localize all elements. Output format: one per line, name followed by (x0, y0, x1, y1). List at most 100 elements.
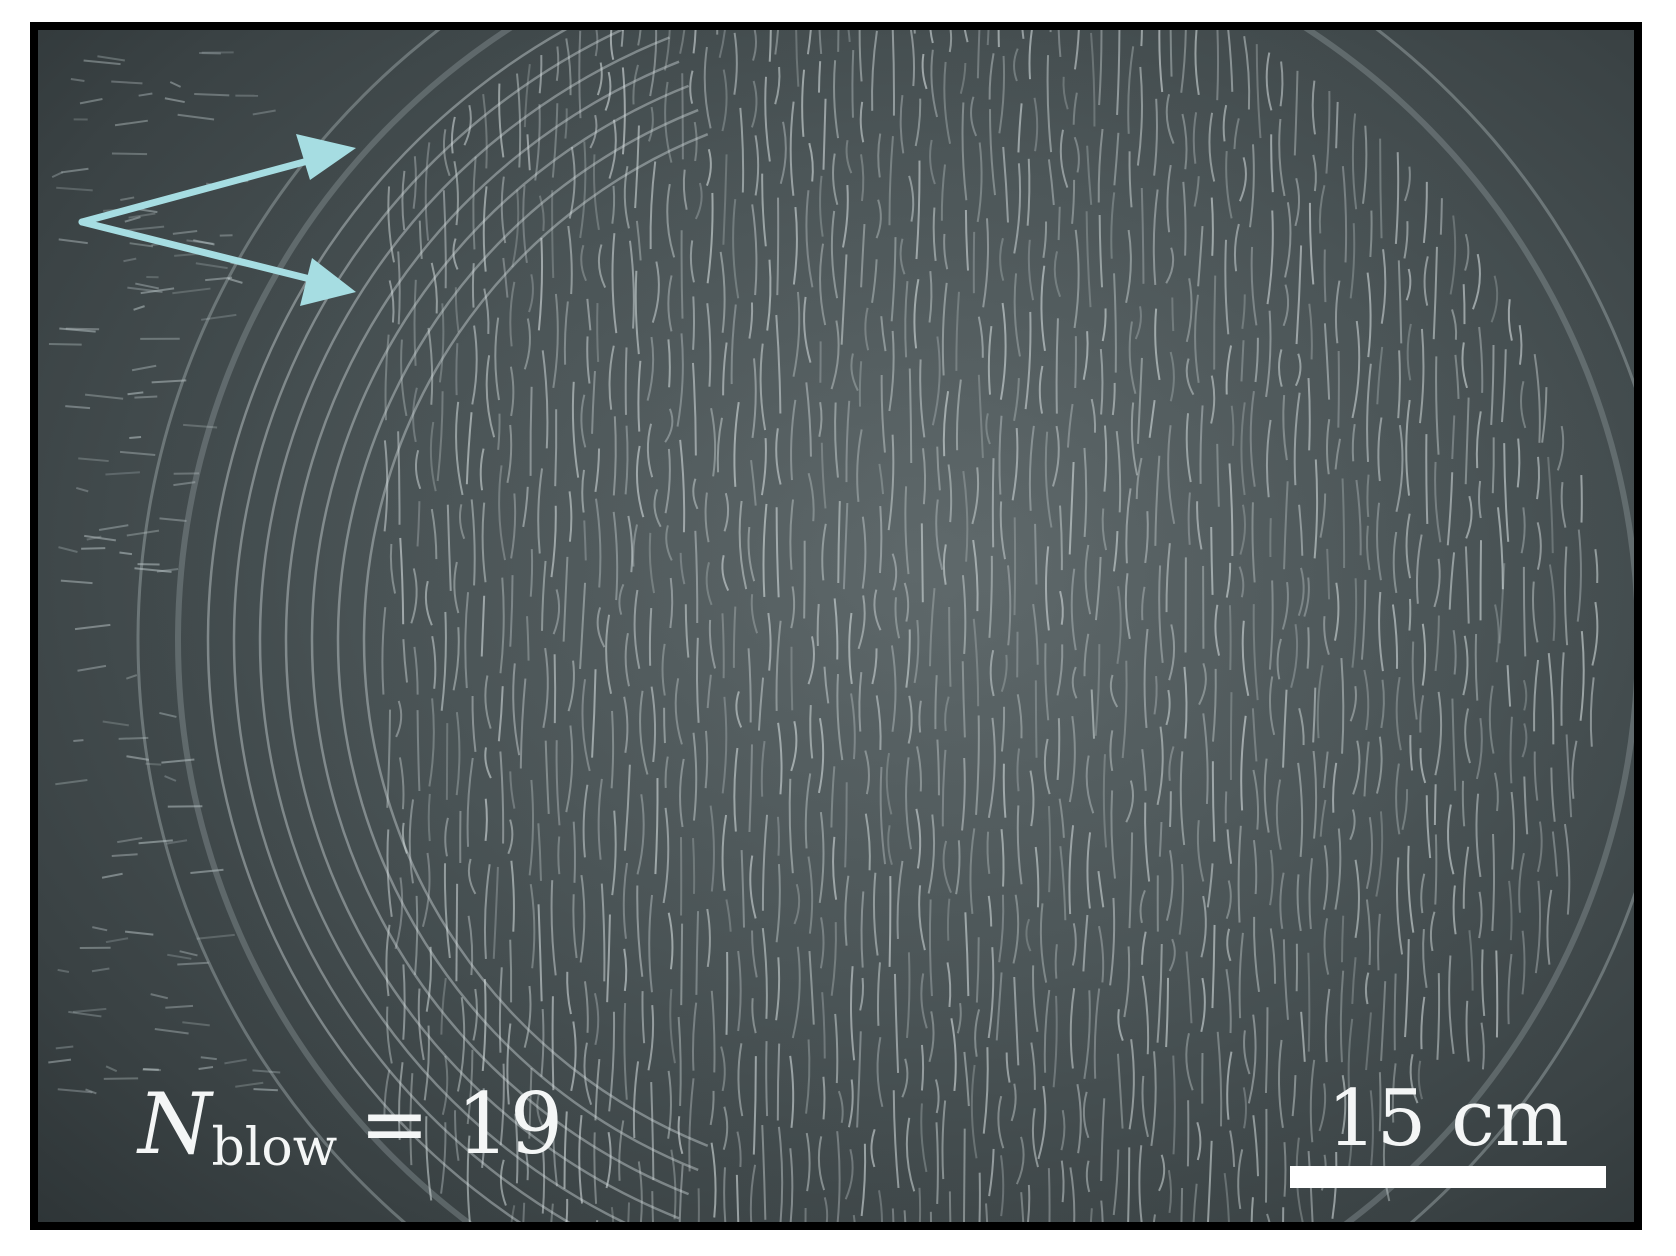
wrinkle-segment (718, 30, 726, 59)
wrinkle-segment (779, 121, 787, 185)
wrinkle-segment (878, 505, 883, 574)
wrinkle-segment (1238, 157, 1247, 202)
wrinkle-segment (604, 71, 612, 111)
wrinkle-segment (876, 1036, 884, 1108)
wrinkle-segment (611, 810, 617, 896)
wrinkle-segment (1478, 480, 1482, 519)
outer-wrinkle-segment (195, 262, 228, 270)
wrinkle-segment (1248, 144, 1255, 228)
wrinkle-segment (680, 230, 684, 319)
wrinkle-segment (920, 973, 928, 1029)
wrinkle-segment (623, 696, 629, 753)
wrinkle-segment (654, 778, 659, 875)
wrinkle-segment (870, 1129, 876, 1168)
wrinkle-segment (1480, 1022, 1485, 1070)
wrinkle-segment (537, 468, 544, 554)
wrinkle-segment (705, 562, 713, 606)
wrinkle-segment (977, 374, 984, 458)
wrinkle-segment (775, 507, 780, 598)
wrinkle-segment (648, 894, 654, 993)
wrinkle-segment (1056, 718, 1061, 781)
wrinkle-segment (1379, 138, 1383, 239)
wrinkle-segment (1136, 66, 1144, 166)
outer-wrinkle-segment (235, 1081, 264, 1088)
wrinkle-segment (1365, 1012, 1372, 1071)
outer-wrinkle-segment (76, 486, 89, 493)
wrinkle-segment (1464, 397, 1470, 485)
outer-wrinkle-segment (161, 758, 195, 764)
wrinkle-segment (1432, 246, 1438, 340)
wrinkle-segment (1228, 605, 1232, 670)
wrinkle-segment (995, 972, 1003, 1041)
wrinkle-segment (961, 661, 966, 738)
wrinkle-segment (748, 744, 753, 833)
wrinkle-segment (1462, 284, 1466, 325)
wrinkle-segment (412, 156, 417, 209)
equals-sign: = (359, 1075, 430, 1173)
outer-wrinkle-segment (105, 1065, 118, 1073)
wrinkle-segment (803, 540, 806, 619)
wrinkle-segment (899, 95, 905, 154)
wrinkle-segment (653, 489, 662, 528)
wrinkle-segment (913, 278, 920, 349)
wrinkle-segment (760, 740, 766, 797)
wrinkle-segment (605, 1131, 612, 1189)
wrinkle-segment (936, 739, 940, 796)
wrinkle-segment (1247, 1014, 1257, 1104)
wrinkle-segment (1369, 210, 1373, 258)
wrinkle-segment (1192, 1183, 1198, 1222)
wrinkle-segment (894, 597, 901, 639)
wrinkle-segment (1141, 931, 1147, 965)
wrinkle-segment (483, 288, 490, 334)
wrinkle-segment (710, 1142, 717, 1218)
wrinkle-segment (510, 860, 515, 932)
wrinkle-segment (986, 831, 991, 875)
wrinkle-segment (1522, 566, 1527, 657)
outer-wrinkle-segment (126, 755, 150, 761)
wrinkle-segment (1355, 479, 1362, 556)
outer-wrinkle-segment (65, 327, 100, 331)
wrinkle-segment (524, 1147, 529, 1181)
wrinkle-segment (541, 560, 547, 631)
wrinkle-segment (1226, 928, 1232, 962)
wrinkle-segment (961, 575, 967, 655)
wrinkle-segment (1565, 734, 1573, 818)
wrinkle-segment (759, 343, 767, 431)
wrinkle-segment (1098, 30, 1103, 106)
wrinkle-segment (481, 979, 487, 1072)
wrinkle-segment (844, 782, 848, 868)
wrinkle-segment (1172, 1055, 1176, 1155)
outer-wrinkle-segment (200, 1056, 217, 1061)
wrinkle-segment (998, 55, 1006, 134)
wrinkle-segment (454, 287, 460, 333)
wrinkle-segment (740, 849, 746, 928)
wrinkle-segment (1340, 657, 1345, 754)
wrinkle-segment (692, 732, 698, 821)
wrinkle-segment (528, 779, 535, 876)
wrinkle-segment (563, 301, 569, 365)
wrinkle-segment (471, 695, 477, 753)
wrinkle-segment (608, 119, 617, 179)
wrinkle-segment (1094, 556, 1102, 621)
wrinkle-segment (427, 327, 434, 405)
wrinkle-segment (610, 1207, 615, 1222)
wrinkle-segment (997, 1095, 1005, 1149)
wrinkle-segment (484, 798, 488, 841)
wrinkle-segment (934, 675, 938, 730)
wrinkle-segment (850, 693, 856, 760)
wrinkle-segment (591, 669, 597, 758)
wrinkle-segment (1034, 680, 1038, 758)
wrinkle-segment (1128, 832, 1134, 929)
wrinkle-segment (1168, 624, 1176, 681)
outer-wrinkle-segment (48, 1058, 72, 1064)
arrow-lower-shaft (78, 218, 334, 288)
wrinkle-segment (455, 343, 459, 396)
wrinkle-segment (946, 898, 951, 941)
wrinkle-segment (735, 691, 743, 728)
wrinkle-segment (1507, 953, 1513, 1025)
wrinkle-segment (623, 165, 630, 229)
wrinkle-segment (972, 618, 980, 707)
wrinkle-segment (820, 442, 827, 509)
wrinkle-segment (510, 1205, 516, 1222)
wrinkle-segment (1341, 1074, 1347, 1135)
